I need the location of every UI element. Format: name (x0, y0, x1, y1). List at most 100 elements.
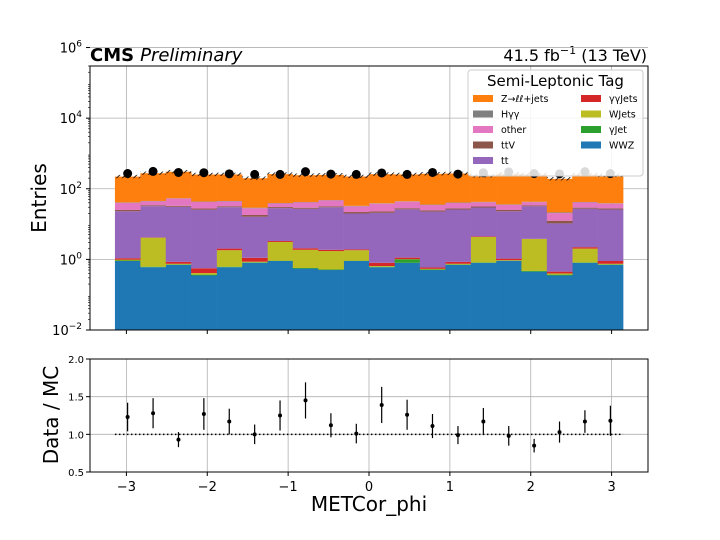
bar-WWZ-bin-16 (521, 271, 548, 330)
bar-Jets-bin-8 (318, 249, 344, 252)
bar-H-bin-5 (241, 207, 268, 209)
bar-ttV-bin-2 (165, 205, 192, 207)
bar-tt-bin-19 (597, 209, 624, 262)
bar-WWZ-bin-10 (369, 267, 395, 330)
bar-tt-bin-13 (445, 209, 471, 262)
bar-Zjets-bin-5 (241, 178, 268, 208)
bar-Jet-bin-4 (216, 266, 243, 268)
bar-tt-bin-10 (369, 212, 395, 263)
bar-Jets-bin-13 (445, 261, 471, 264)
bar-tt-bin-0 (114, 211, 141, 259)
bar-ttV-bin-16 (521, 205, 548, 207)
ratio-point-0 (125, 415, 130, 420)
data-point-4 (224, 169, 234, 179)
bar-Jet-bin-11 (394, 259, 421, 263)
ratio-y-tick-label: 2.0 (68, 355, 84, 366)
legend-label: Z→ℓℓ+jets (501, 94, 548, 105)
bar-other-bin-4 (216, 201, 243, 207)
bar-WJets-bin-17 (546, 273, 573, 275)
legend-label: tt (501, 156, 509, 167)
ratio-point-6 (278, 413, 283, 418)
ratio-point-19 (608, 418, 613, 423)
data-point-1 (148, 166, 158, 176)
bar-other-bin-12 (419, 205, 446, 211)
ratio-points (125, 382, 613, 453)
legend-swatch-Jets (581, 95, 601, 102)
bar-other-bin-8 (318, 200, 344, 207)
ratio-y-label: Data / MC (39, 366, 63, 464)
ratio-point-17 (557, 430, 562, 435)
data-point-7 (300, 167, 310, 177)
bar-other-bin-11 (394, 201, 421, 209)
bar-WWZ-bin-17 (546, 275, 573, 330)
legend-label: ttV (501, 141, 515, 152)
data-point-12 (428, 167, 438, 177)
legend-swatch-WWZ (581, 141, 601, 149)
legend-title: Semi-Leptonic Tag (487, 72, 624, 90)
bar-ttV-bin-19 (597, 208, 624, 210)
bar-Jet-bin-8 (318, 269, 344, 271)
bar-Zjets-bin-0 (114, 176, 141, 203)
legend-swatch-tt (473, 157, 493, 164)
bar-Zjets-bin-19 (597, 175, 624, 204)
ratio-x-tick-label: −1 (279, 480, 298, 495)
ratio-y-tick-label: 1.0 (68, 430, 84, 441)
bar-WWZ-bin-14 (470, 262, 497, 330)
data-point-2 (173, 167, 183, 177)
ratio-y-tick-label: 1.5 (68, 393, 84, 404)
ratio-point-7 (303, 398, 308, 403)
legend-entries: Z→ℓℓ+jets Hγγ other ttV tt γγJets WJets γJet WWZ (473, 94, 638, 167)
bar-other-bin-0 (114, 202, 141, 210)
bar-Jet-bin-3 (191, 274, 217, 276)
bar-Jet-bin-0 (114, 260, 141, 262)
ratio-point-3 (201, 411, 206, 416)
bar-Jets-bin-6 (267, 240, 294, 242)
main-y-tick-label: 100 (60, 251, 83, 268)
bar-other-bin-5 (241, 208, 268, 215)
bar-WWZ-bin-0 (114, 261, 141, 330)
data-point-11 (402, 169, 412, 179)
bar-other-bin-6 (267, 203, 294, 208)
bar-WJets-bin-2 (165, 263, 192, 265)
main-y-axis: 10−2 100 102 104 106 (52, 40, 90, 339)
data-point-5 (250, 169, 260, 179)
bar-Zjets-bin-4 (216, 174, 243, 202)
data-point-0 (123, 169, 133, 179)
bar-other-bin-9 (343, 206, 370, 213)
bar-ttV-bin-13 (445, 208, 471, 210)
bar-Jets-bin-10 (369, 262, 395, 266)
bar-WJets-bin-10 (369, 265, 395, 267)
bar-Jets-bin-11 (394, 257, 421, 260)
ratio-point-15 (506, 433, 511, 438)
bar-tt-bin-8 (318, 207, 344, 250)
bar-Zjets-bin-10 (369, 174, 395, 204)
bar-WJets-bin-16 (521, 239, 548, 271)
bar-Jets-bin-3 (191, 268, 217, 274)
bar-Jet-bin-5 (241, 262, 268, 263)
bar-ttV-bin-15 (496, 209, 522, 212)
bar-tt-bin-17 (546, 223, 573, 272)
bar-Zjets-bin-7 (292, 175, 319, 203)
bar-ttV-bin-8 (318, 206, 344, 208)
bar-Zjets-bin-12 (419, 173, 446, 205)
bar-tt-bin-16 (521, 206, 548, 239)
ratio-point-9 (354, 431, 359, 436)
bar-ttV-bin-1 (140, 205, 167, 207)
ratio-x-tick-label: 3 (607, 480, 615, 495)
x-axis-label: METCor_phi (311, 492, 427, 516)
data-point-9 (351, 169, 361, 179)
bar-ttV-bin-12 (419, 210, 446, 212)
bar-Zjets-bin-1 (140, 173, 167, 201)
bar-tt-bin-1 (140, 206, 167, 238)
ratio-y-tick-label: 0.5 (68, 468, 84, 479)
bar-WWZ-bin-18 (572, 262, 598, 330)
bar-other-bin-19 (597, 203, 624, 209)
ratio-x-tick-label: −3 (117, 480, 136, 495)
legend-label: γJet (609, 125, 627, 136)
bar-WWZ-bin-3 (191, 275, 217, 330)
ratio-x-tick-label: −2 (198, 480, 217, 495)
ratio-x-tick-label: 2 (527, 480, 535, 495)
bar-other-bin-13 (445, 202, 471, 209)
bar-WJets-bin-7 (292, 249, 319, 269)
